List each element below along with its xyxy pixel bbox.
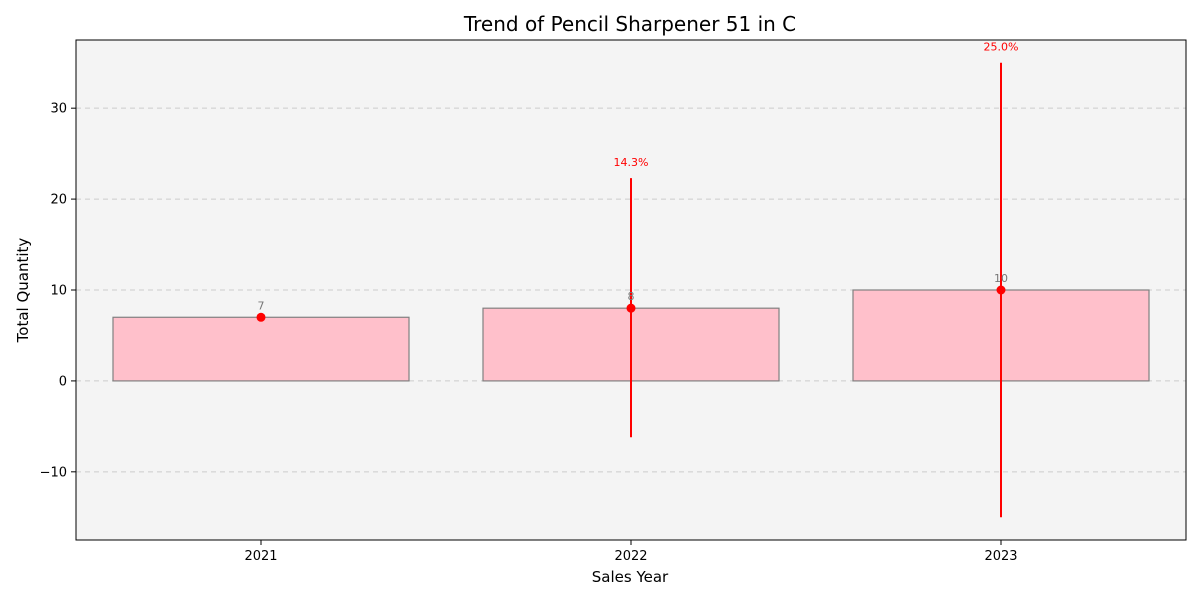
- value-label-2023: 10: [994, 272, 1008, 285]
- y-axis-ticks: −10 0 10 20 30: [40, 102, 76, 480]
- x-axis-ticks: 2021 2022 2023: [244, 540, 1018, 564]
- y-tick-label: −10: [40, 465, 67, 480]
- value-label-2022: 8: [628, 290, 635, 303]
- x-axis-label: Sales Year: [592, 568, 669, 586]
- x-tick-label-2021: 2021: [244, 549, 277, 564]
- y-tick-label: 10: [50, 284, 67, 299]
- chart-title: Trend of Pencil Sharpener 51 in C: [463, 12, 796, 36]
- y-tick-label: 0: [59, 374, 67, 389]
- x-tick-label-2023: 2023: [984, 549, 1017, 564]
- marker-2021: [256, 312, 266, 322]
- marker-2023: [996, 285, 1006, 295]
- y-tick-label: 30: [50, 102, 67, 117]
- bar-2021: [112, 316, 410, 382]
- data-labels: 7 8 14.3% 10 25.0%: [258, 41, 1019, 313]
- growth-label-2022: 14.3%: [614, 156, 649, 169]
- y-tick-label: 20: [50, 193, 67, 208]
- markers: [256, 285, 1006, 322]
- value-label-2021: 7: [258, 299, 265, 312]
- x-tick-label-2022: 2022: [614, 549, 647, 564]
- y-axis-label: Total Quantity: [14, 238, 32, 344]
- marker-2022: [626, 303, 636, 313]
- growth-label-2023: 25.0%: [984, 41, 1019, 54]
